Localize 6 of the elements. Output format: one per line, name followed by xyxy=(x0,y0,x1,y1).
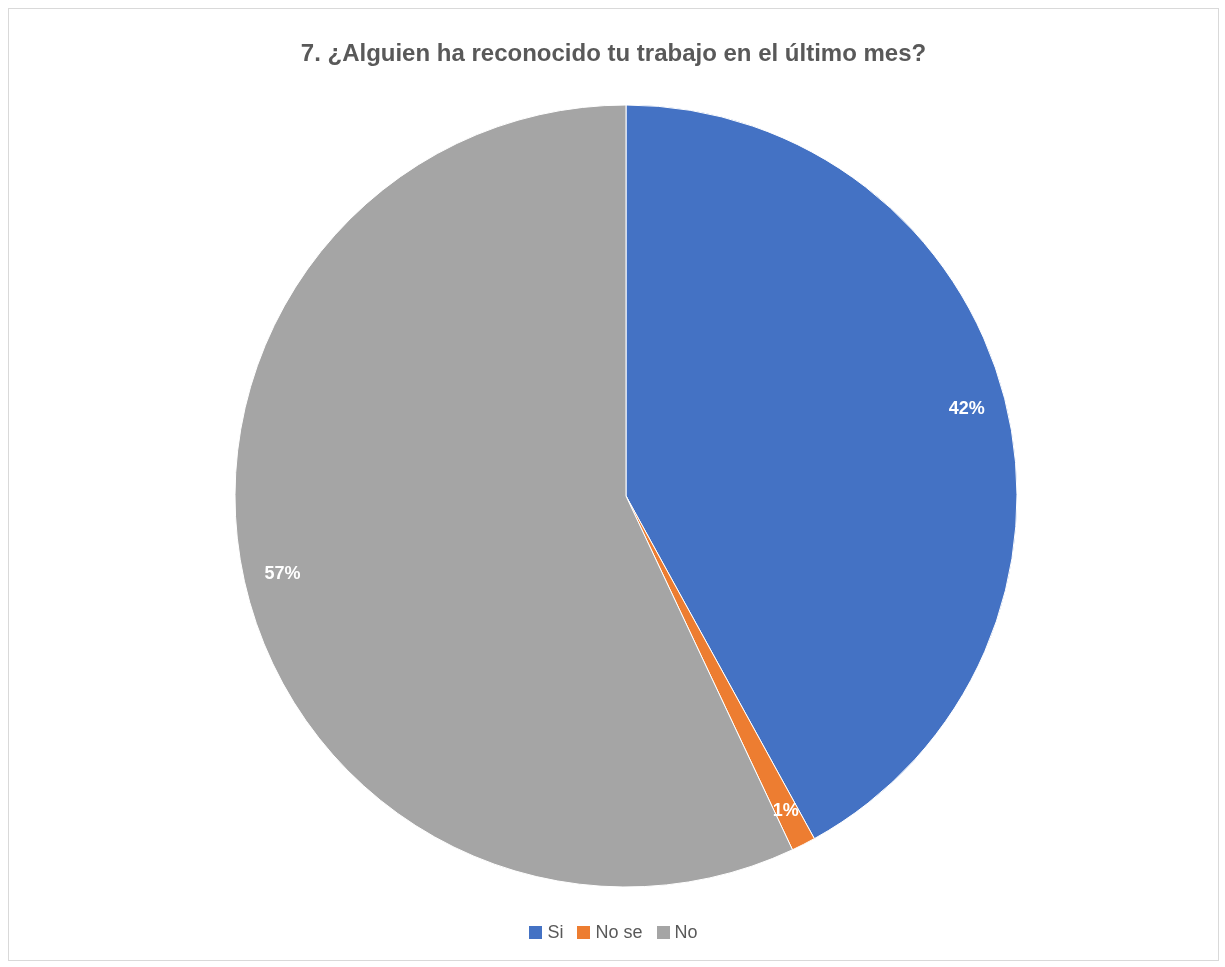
legend-label: No se xyxy=(595,922,643,943)
data-label: 42% xyxy=(948,398,985,419)
data-label: 57% xyxy=(264,562,301,583)
legend-label: Si xyxy=(547,922,564,943)
chart-title: 7. ¿Alguien ha reconocido tu trabajo en el último mes? xyxy=(299,39,928,67)
legend-label: No xyxy=(674,922,698,943)
